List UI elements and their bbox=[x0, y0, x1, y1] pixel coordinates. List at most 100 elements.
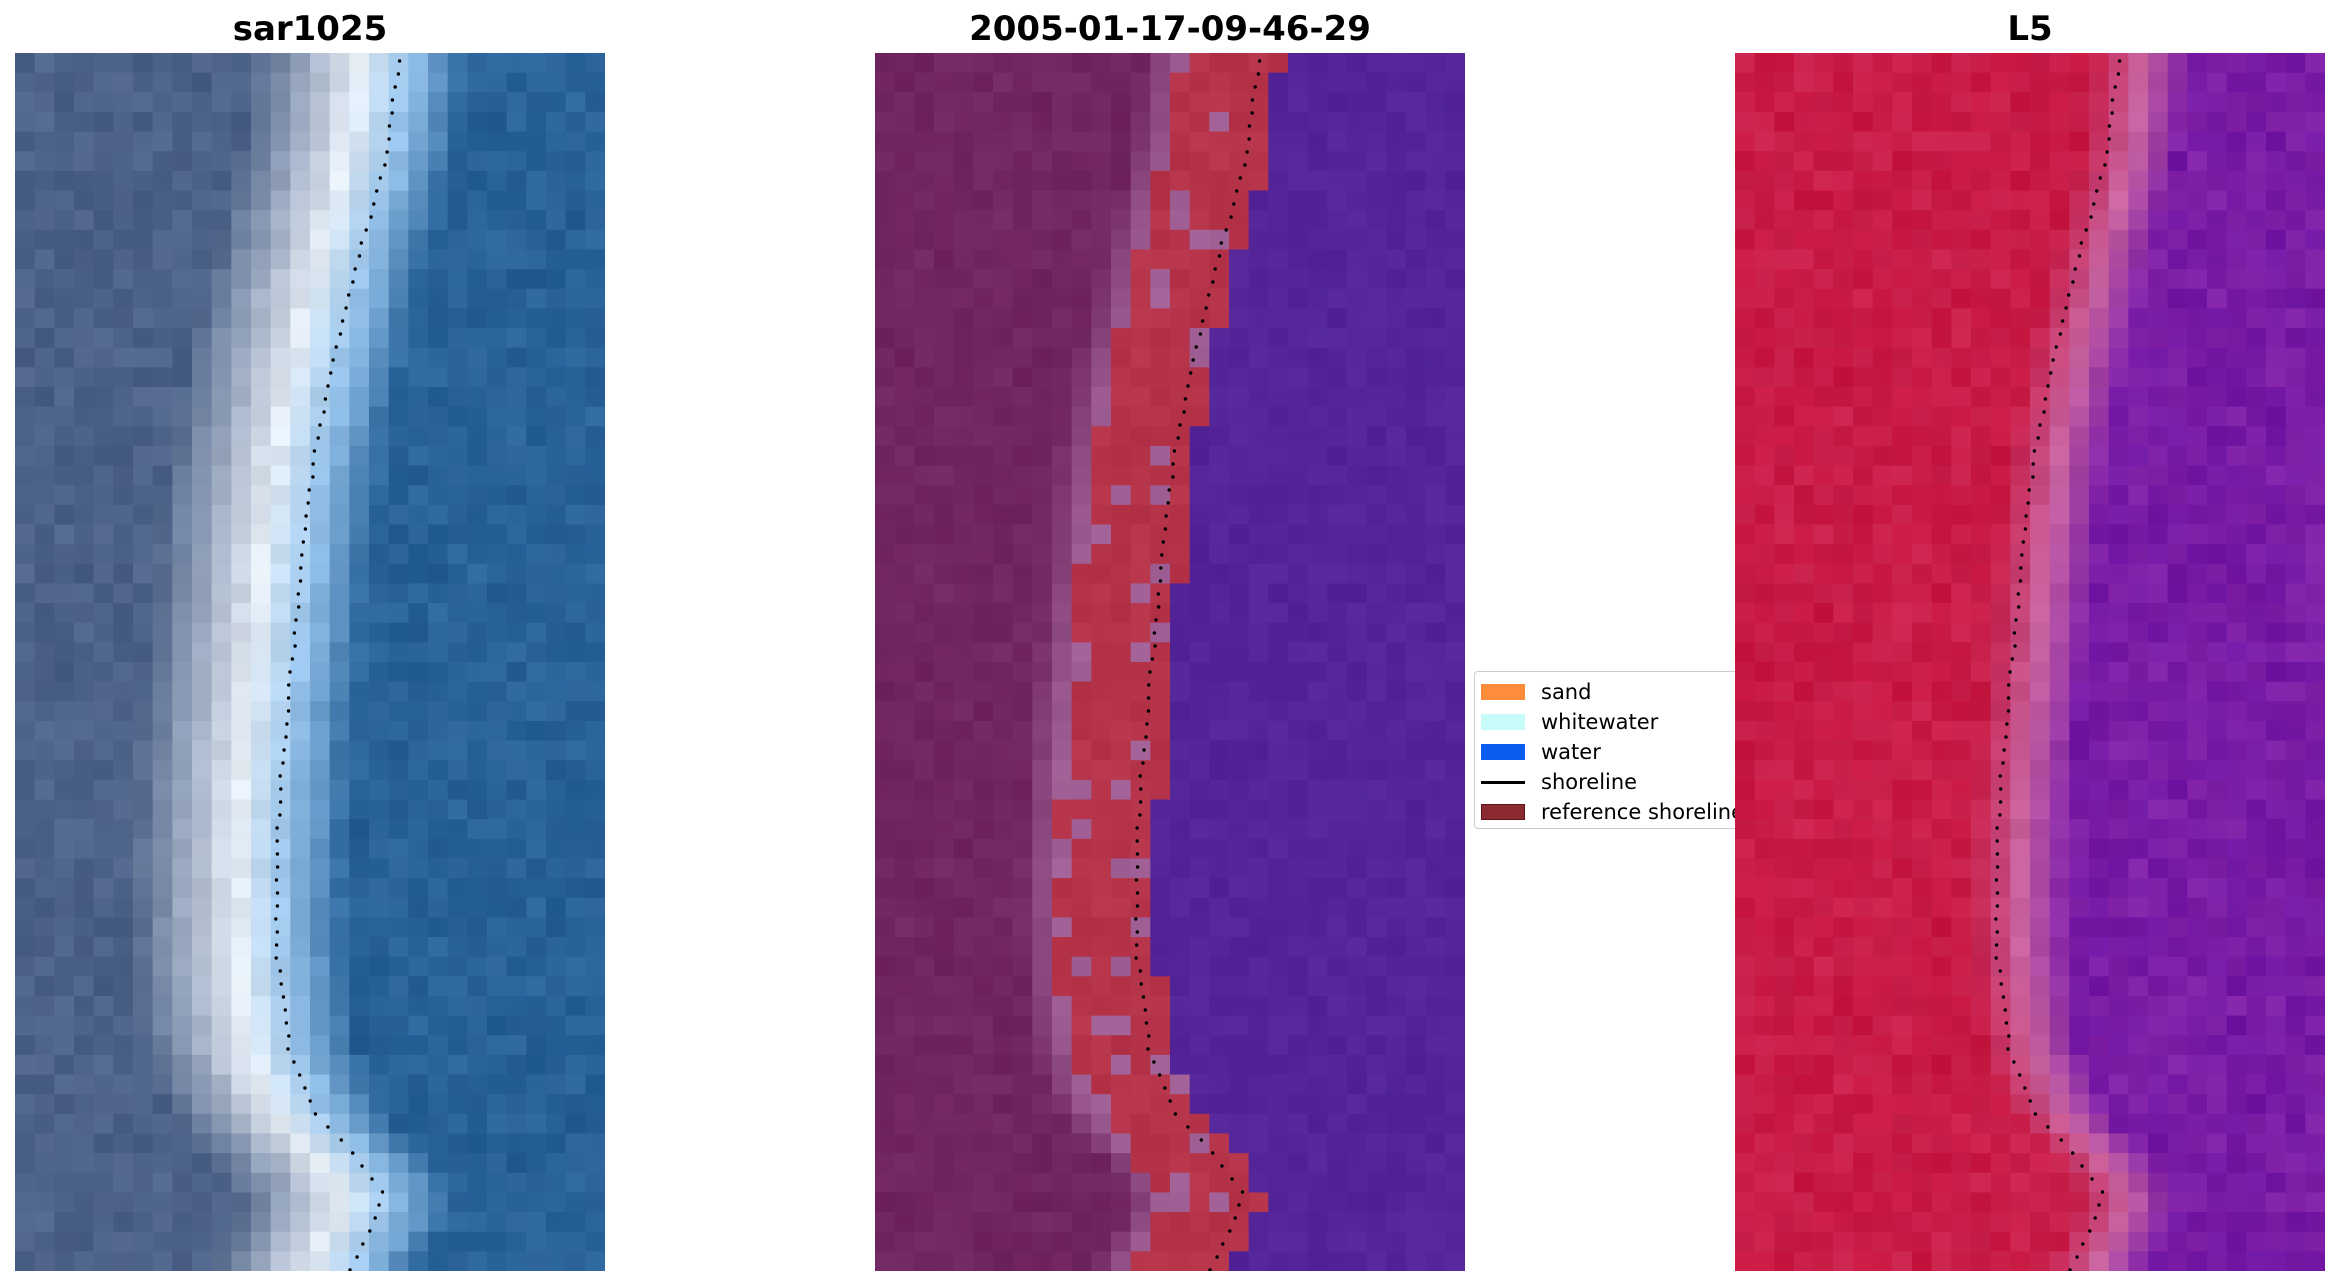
rgb-pixel bbox=[506, 1153, 527, 1174]
rgb-pixel bbox=[231, 210, 252, 231]
false-color-pixel bbox=[2187, 288, 2208, 309]
classified-pixel bbox=[1229, 328, 1250, 349]
rgb-pixel bbox=[408, 288, 429, 309]
classified-pixel bbox=[1071, 819, 1092, 840]
classified-pixel bbox=[1170, 544, 1191, 565]
classified-pixel bbox=[934, 1133, 955, 1154]
false-color-pixel bbox=[2049, 288, 2070, 309]
rgb-pixel bbox=[565, 1094, 586, 1115]
shoreline-point bbox=[390, 111, 394, 115]
false-color-pixel bbox=[1931, 701, 1952, 722]
shoreline-point bbox=[1238, 176, 1242, 180]
false-color-pixel bbox=[1872, 406, 1893, 427]
rgb-pixel bbox=[585, 151, 605, 172]
shoreline-point bbox=[292, 1060, 296, 1064]
classified-pixel bbox=[1189, 1251, 1210, 1271]
classified-pixel bbox=[894, 622, 915, 643]
classified-pixel bbox=[1012, 760, 1033, 781]
rgb-pixel bbox=[565, 1251, 586, 1271]
shoreline-point bbox=[1186, 384, 1190, 388]
false-color-pixel bbox=[1912, 622, 1933, 643]
classified-pixel bbox=[1445, 760, 1465, 781]
rgb-pixel bbox=[349, 819, 370, 840]
false-color-pixel bbox=[2207, 642, 2228, 663]
classified-pixel bbox=[1288, 170, 1309, 192]
rgb-pixel bbox=[74, 92, 95, 113]
rgb-pixel bbox=[506, 937, 527, 958]
classified-pixel bbox=[1248, 367, 1269, 388]
rgb-pixel bbox=[133, 269, 154, 290]
false-color-pixel bbox=[1774, 701, 1795, 722]
classified-pixel bbox=[875, 190, 896, 211]
false-color-pixel bbox=[2305, 426, 2325, 447]
rgb-pixel bbox=[93, 878, 114, 899]
rgb-pixel bbox=[172, 1133, 193, 1154]
rgb-pixel bbox=[34, 524, 55, 545]
false-color-pixel bbox=[2167, 504, 2188, 526]
classified-pixel bbox=[934, 603, 955, 624]
rgb-pixel bbox=[369, 603, 390, 624]
classified-pixel bbox=[973, 328, 994, 349]
classified-pixel bbox=[993, 858, 1014, 879]
rgb-pixel bbox=[506, 1192, 527, 1213]
rgb-pixel bbox=[408, 1054, 429, 1076]
rgb-pixel bbox=[211, 210, 232, 231]
classified-pixel bbox=[1052, 1212, 1073, 1233]
classified-pixel bbox=[1268, 622, 1289, 643]
false-color-pixel bbox=[1735, 53, 1756, 74]
rgb-pixel bbox=[270, 1054, 291, 1076]
classified-pixel bbox=[1111, 190, 1132, 211]
classified-pixel bbox=[1386, 504, 1407, 526]
rgb-pixel bbox=[251, 170, 272, 192]
classified-pixel bbox=[1170, 190, 1191, 211]
classified-pixel bbox=[1052, 524, 1073, 545]
false-color-pixel bbox=[1833, 681, 1854, 702]
rgb-pixel bbox=[388, 583, 409, 604]
classified-pixel bbox=[1327, 1251, 1348, 1271]
false-color-pixel bbox=[2108, 563, 2129, 585]
rgb-pixel bbox=[585, 170, 605, 192]
false-color-pixel bbox=[2285, 288, 2306, 309]
classified-pixel bbox=[1189, 995, 1210, 1017]
rgb-pixel bbox=[388, 269, 409, 290]
rgb-pixel bbox=[93, 563, 114, 585]
rgb-pixel bbox=[113, 1212, 134, 1233]
classified-pixel bbox=[914, 426, 935, 447]
classified-pixel bbox=[1111, 92, 1132, 113]
classified-pixel bbox=[1091, 111, 1112, 133]
false-color-pixel bbox=[1774, 53, 1795, 74]
classified-pixel bbox=[1347, 1094, 1368, 1115]
classified-pixel bbox=[914, 92, 935, 113]
classified-pixel bbox=[1032, 504, 1053, 526]
rgb-pixel bbox=[349, 269, 370, 290]
false-color-pixel bbox=[1794, 229, 1815, 251]
rgb-pixel bbox=[270, 819, 291, 840]
rgb-pixel bbox=[290, 799, 311, 820]
classified-pixel bbox=[1189, 386, 1210, 408]
classified-pixel bbox=[1189, 229, 1210, 251]
rgb-pixel bbox=[467, 386, 488, 408]
false-color-pixel bbox=[2167, 210, 2188, 231]
false-color-pixel bbox=[1971, 347, 1992, 368]
false-color-pixel bbox=[1971, 406, 1992, 427]
false-color-pixel bbox=[1971, 445, 1992, 467]
classified-pixel bbox=[1268, 838, 1289, 860]
rgb-pixel bbox=[251, 1212, 272, 1233]
false-color-pixel bbox=[2030, 642, 2051, 663]
rgb-pixel bbox=[172, 1153, 193, 1174]
false-color-pixel bbox=[1754, 308, 1775, 329]
classified-pixel bbox=[1091, 819, 1112, 840]
classified-pixel bbox=[953, 1094, 974, 1115]
classified-pixel bbox=[934, 681, 955, 702]
rgb-pixel bbox=[349, 131, 370, 152]
classified-pixel bbox=[1366, 151, 1387, 172]
rgb-pixel bbox=[211, 1074, 232, 1095]
classified-pixel bbox=[1032, 760, 1053, 781]
classified-pixel bbox=[1268, 642, 1289, 663]
classified-pixel bbox=[1288, 72, 1309, 93]
rgb-pixel bbox=[251, 1035, 272, 1056]
rgb-pixel bbox=[408, 720, 429, 742]
classified-pixel bbox=[1111, 485, 1132, 506]
rgb-pixel bbox=[565, 1074, 586, 1095]
classified-pixel bbox=[914, 1035, 935, 1056]
